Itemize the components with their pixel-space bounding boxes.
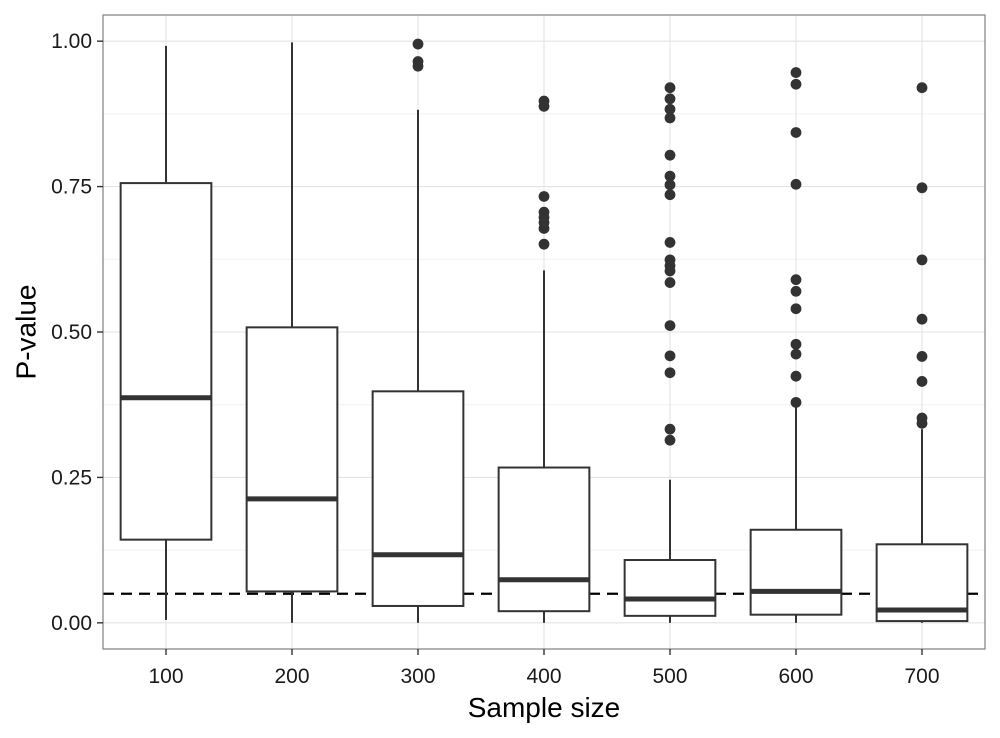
x-axis-title: Sample size — [468, 692, 621, 723]
outlier-point — [538, 100, 550, 112]
outlier-point — [790, 178, 802, 190]
y-tick-label: 0.75 — [51, 176, 92, 199]
outlier-point — [916, 182, 928, 194]
outlier-point — [916, 254, 928, 266]
outlier-point — [664, 103, 676, 115]
outlier-point — [916, 351, 928, 362]
outlier-point — [664, 179, 676, 191]
outlier-point — [916, 376, 928, 387]
outlier-point — [790, 348, 802, 360]
box-iqr — [371, 390, 465, 607]
y-tick-label: 0.00 — [51, 612, 92, 635]
outlier-point — [538, 191, 550, 202]
outlier-point — [916, 313, 928, 325]
y-tick-label: 1.00 — [51, 30, 92, 53]
outlier-point — [790, 396, 802, 408]
box-iqr — [749, 528, 843, 616]
box-iqr — [245, 326, 339, 593]
x-tick-label: 500 — [652, 665, 687, 688]
outlier-point — [664, 189, 676, 201]
outlier-point — [790, 127, 802, 138]
box-iqr — [497, 466, 591, 613]
axes-layer: 0.00 0.25 0.50 0.75 1.00 100 200 300 400 500 600 70… — [51, 30, 939, 688]
outlier-point — [790, 370, 802, 382]
outlier-point — [664, 237, 676, 248]
outlier-point — [790, 78, 802, 90]
outlier-point — [664, 350, 676, 362]
y-tick-label: 0.25 — [51, 466, 92, 489]
x-tick-label: 400 — [526, 665, 561, 688]
box-iqr — [623, 559, 717, 617]
outlier-point — [790, 338, 802, 350]
box-group-100 — [119, 45, 213, 620]
x-tick-label: 100 — [148, 665, 183, 688]
outlier-point — [538, 238, 550, 250]
box-group-200 — [245, 42, 339, 623]
outlier-point — [664, 320, 676, 332]
box-group-300 — [371, 38, 465, 623]
outlier-point — [664, 112, 676, 124]
boxes-layer — [119, 38, 969, 623]
x-tick-label: 300 — [400, 665, 435, 688]
outlier-point — [664, 170, 676, 182]
outlier-point — [664, 149, 676, 161]
y-axis-title: P-value — [10, 285, 41, 380]
box-group-500 — [623, 82, 717, 623]
box-group-600 — [749, 67, 843, 623]
outlier-point — [790, 67, 802, 78]
outlier-point — [538, 223, 550, 234]
outlier-point — [790, 274, 802, 286]
outlier-point — [664, 434, 676, 446]
outlier-point — [664, 82, 676, 94]
outlier-point — [412, 60, 424, 72]
box-group-700 — [875, 82, 969, 623]
x-tick-label: 200 — [274, 665, 309, 688]
outlier-point — [916, 417, 928, 429]
x-tick-label: 600 — [778, 665, 813, 688]
outlier-point — [664, 367, 676, 379]
outlier-point — [790, 303, 802, 315]
box-iqr — [119, 182, 213, 541]
y-tick-label: 0.50 — [51, 321, 92, 344]
outlier-point — [790, 285, 802, 297]
outlier-point — [664, 423, 676, 435]
x-tick-label: 700 — [904, 665, 939, 688]
outlier-point — [664, 277, 676, 288]
outlier-point — [664, 93, 676, 105]
outlier-point — [664, 265, 676, 277]
outlier-point — [916, 82, 928, 94]
box-group-400 — [497, 95, 591, 623]
outlier-point — [412, 38, 424, 50]
